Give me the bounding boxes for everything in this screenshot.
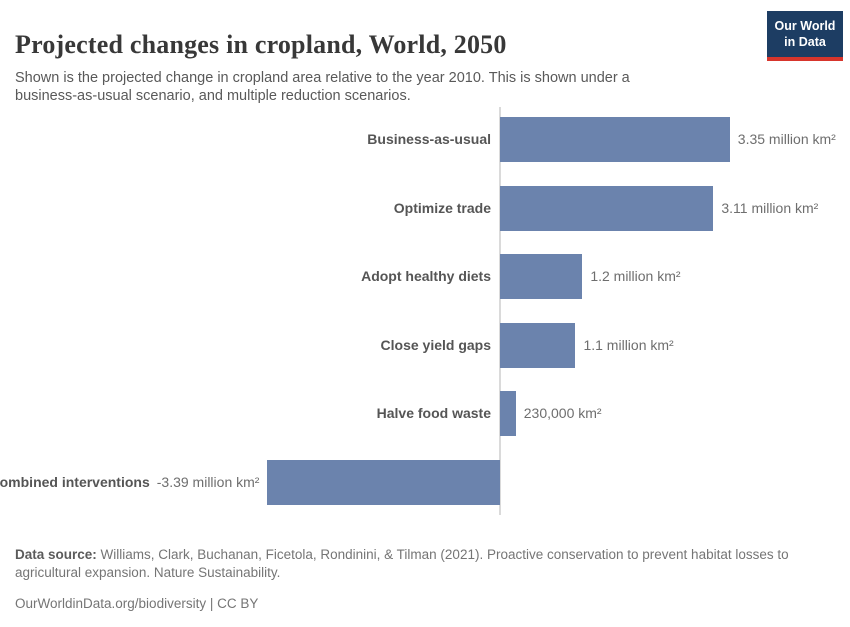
bar-row-adopt-healthy-diets: Adopt healthy diets 1.2 million km² — [0, 254, 850, 300]
owid-logo-line2: in Data — [784, 35, 826, 50]
bar-row-halve-food-waste: Halve food waste 230,000 km² — [0, 391, 850, 437]
bar-adopt-healthy-diets[interactable] — [500, 254, 583, 300]
label-group-combined-interventions: Combined interventions -3.39 million km² — [0, 460, 259, 505]
bar-row-business-as-usual: Business-as-usual 3.35 million km² — [0, 117, 850, 162]
bar-row-combined-interventions: Combined interventions -3.39 million km² — [0, 460, 850, 505]
bar-combined-interventions[interactable] — [267, 460, 500, 505]
data-source-label: Data source: — [15, 546, 97, 562]
data-source-line: Data source: Williams, Clark, Buchanan, … — [15, 546, 827, 582]
bar-business-as-usual[interactable] — [500, 117, 730, 162]
category-label-halve-food-waste: Halve food waste — [376, 405, 491, 422]
bar-optimize-trade[interactable] — [500, 185, 714, 231]
category-label-business-as-usual: Business-as-usual — [367, 131, 491, 147]
value-label-close-yield-gaps: 1.1 million km² — [583, 336, 674, 353]
license-separator: | — [209, 596, 214, 612]
page-title: Projected changes in cropland, World, 20… — [15, 30, 507, 60]
owid-logo[interactable]: Our World in Data — [767, 11, 843, 61]
chart-page: Projected changes in cropland, World, 20… — [0, 11, 850, 612]
value-label-business-as-usual: 3.35 million km² — [737, 131, 836, 147]
value-label-adopt-healthy-diets: 1.2 million km² — [590, 268, 681, 285]
bar-close-yield-gaps[interactable] — [500, 322, 576, 368]
bar-row-optimize-trade: Optimize trade 3.11 million km² — [0, 185, 850, 231]
owid-logo-line1: Our World — [774, 19, 836, 33]
data-source-text: Williams, Clark, Buchanan, Ficetola, Ron… — [15, 546, 789, 580]
category-label-adopt-healthy-diets: Adopt healthy diets — [361, 268, 491, 285]
chart-subtitle: Shown is the projected change in croplan… — [15, 69, 630, 105]
bar-halve-food-waste[interactable] — [500, 391, 516, 437]
bar-row-close-yield-gaps: Close yield gaps 1.1 million km² — [0, 322, 850, 368]
zero-axis-line — [499, 107, 501, 515]
value-label-combined-interventions: -3.39 million km² — [156, 474, 260, 490]
category-label-combined-interventions: Combined interventions — [0, 474, 150, 490]
category-label-optimize-trade: Optimize trade — [393, 199, 491, 216]
chart-footer: Data source: Williams, Clark, Buchanan, … — [15, 532, 827, 627]
owid-url-link[interactable]: OurWorldinData.org/biodiversity — [15, 596, 207, 612]
license-line: OurWorldinData.org/biodiversity | CC BY — [15, 595, 827, 613]
license-label: CC BY — [217, 596, 259, 612]
value-label-optimize-trade: 3.11 million km² — [721, 199, 819, 216]
value-label-halve-food-waste: 230,000 km² — [523, 405, 602, 422]
category-label-close-yield-gaps: Close yield gaps — [380, 336, 491, 353]
bar-chart: Business-as-usual 3.35 million km² Optimiz… — [0, 100, 850, 518]
